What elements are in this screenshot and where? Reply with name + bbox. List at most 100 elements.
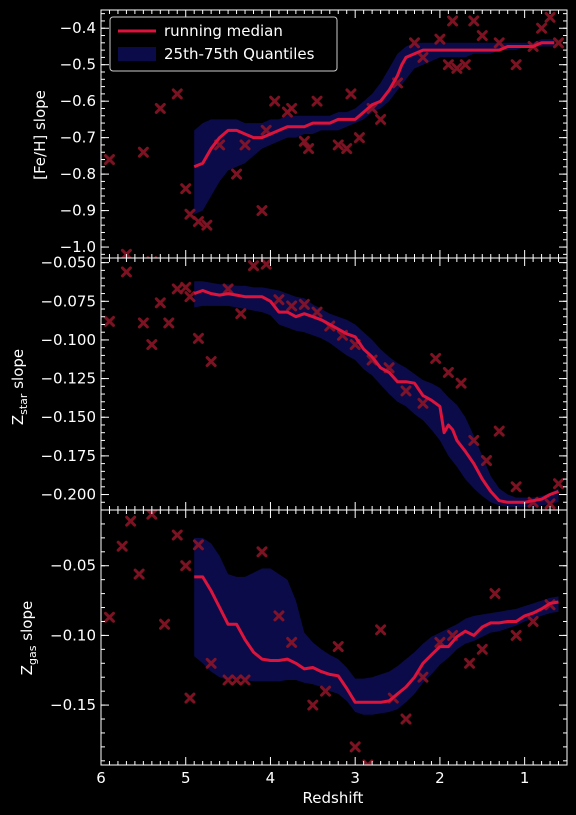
- legend: running median 25th-75th Quantiles: [109, 16, 338, 72]
- scatter-point-zgas: [349, 741, 361, 753]
- x-tick-label: 1: [520, 769, 530, 787]
- scatter-point-fe-h: [510, 59, 522, 71]
- scatter-point-zgas: [116, 540, 128, 552]
- scatter-point-fe-h: [459, 59, 471, 71]
- x-tick-label: 4: [266, 769, 276, 787]
- x-tick-label: 2: [435, 769, 445, 787]
- panel-zstar-slope: −0.200 −0.175 −0.150 −0.125 −0.100 −0.075 −0.0…: [40, 254, 568, 511]
- scatter-point-zstar: [222, 283, 234, 295]
- axes-frame-zgas: [100, 509, 568, 766]
- scatter-point-zgas: [273, 610, 285, 622]
- y-tick-label-fe-h: −0.9: [60, 202, 96, 220]
- scatter-point-fe-h: [137, 146, 149, 158]
- scatter-point-fe-h: [544, 11, 556, 23]
- y-axis-label-fe-h: [Fe/H] slope: [31, 90, 49, 180]
- y-axis-label-zgas-sub: gas: [26, 645, 39, 665]
- scatter-point-zstar: [544, 498, 556, 510]
- scatter-point-zgas: [400, 713, 412, 725]
- scatter-point-zstar: [298, 298, 310, 310]
- scatter-point-zstar: [417, 397, 429, 409]
- running-median-line-zgas: [194, 575, 559, 704]
- scatter-point-zgas: [184, 692, 196, 704]
- scatter-point-fe-h: [345, 88, 357, 100]
- scatter-point-fe-h: [332, 139, 344, 151]
- x-tick-label: 3: [350, 769, 360, 787]
- x-axis-label: Redshift: [303, 789, 364, 807]
- scatter-point-zstar: [311, 306, 323, 318]
- scatter-point-zgas: [307, 699, 319, 711]
- scatter-point-zstar: [468, 434, 480, 446]
- legend-label-median: running median: [164, 22, 283, 40]
- scatter-point-zgas: [464, 657, 476, 669]
- scatter-point-fe-h: [434, 33, 446, 45]
- scatter-point-zstar: [510, 481, 522, 493]
- scatter-point-fe-h: [286, 102, 298, 114]
- scatter-point-fe-h: [192, 216, 204, 228]
- scatter-point-fe-h: [154, 102, 166, 114]
- scatter-point-fe-h: [493, 37, 505, 49]
- scatter-point-fe-h: [553, 37, 565, 49]
- scatter-point-zstar: [235, 308, 247, 320]
- panel-zgas-slope: −0.15 −0.10 −0.05 6 5 4 3 2 1: [50, 509, 568, 787]
- x-tick-label: 6: [96, 769, 106, 787]
- scatter-point-fe-h: [417, 51, 429, 63]
- scatter-point-fe-h: [536, 22, 548, 34]
- quantile-band-zgas: [194, 537, 559, 715]
- y-tick-label-fe-h: −1.0: [60, 238, 96, 256]
- scatter-point-zstar: [205, 356, 217, 368]
- scatter-point-zgas: [332, 641, 344, 653]
- scatter-point-zgas: [159, 618, 171, 630]
- scatter-point-zgas: [320, 685, 332, 697]
- scatter-point-zgas: [180, 560, 192, 572]
- y-axis-label-zstar: Zstar slope: [9, 349, 30, 425]
- scatter-point-fe-h: [442, 59, 454, 71]
- scatter-point-zgas: [417, 671, 429, 683]
- panel-fe-h-slope: −1.0 −0.9 −0.8 −0.7 −0.6 −0.5 −0.4: [60, 9, 568, 259]
- y-axis-label-zgas-rest: slope: [18, 601, 36, 646]
- scatter-point-zgas: [222, 674, 234, 686]
- scatter-point-zgas: [146, 510, 158, 520]
- scatter-point-zgas: [205, 657, 217, 669]
- scatter-point-fe-h: [353, 132, 365, 144]
- scatter-point-fe-h: [171, 88, 183, 100]
- scatter-point-zstar: [120, 266, 132, 278]
- y-tick-label-zstar: −0.050: [40, 254, 96, 272]
- y-axis-label-zstar-main: Z: [9, 415, 27, 425]
- scatter-point-zgas: [239, 674, 251, 686]
- running-median-line-fe-h: [193, 41, 555, 169]
- scatter-point-fe-h: [375, 113, 387, 125]
- scatter-point-zstar: [286, 300, 298, 312]
- scatter-point-fe-h: [201, 219, 213, 231]
- scatter-point-zstar: [184, 291, 196, 303]
- scatter-point-fe-h: [476, 30, 488, 42]
- scatter-point-zgas: [527, 615, 539, 627]
- scatter-point-fe-h: [269, 95, 281, 107]
- y-tick-label-zstar: −0.100: [40, 331, 96, 349]
- y-tick-label-zgas: −0.10: [50, 626, 96, 644]
- scatter-point-fe-h: [408, 37, 420, 49]
- y-tick-label-zgas: −0.15: [50, 696, 96, 714]
- scatter-point-fe-h: [231, 168, 243, 180]
- scatter-point-fe-h: [451, 62, 463, 74]
- scatter-point-zstar: [260, 258, 272, 270]
- scatter-point-zgas: [125, 515, 137, 527]
- scatter-point-zstar: [455, 377, 467, 389]
- y-axis-label-zstar-sub: star: [17, 393, 30, 415]
- scatter-point-fe-h: [239, 139, 251, 151]
- scatter-point-fe-h: [256, 205, 268, 217]
- scatter-point-zgas: [231, 674, 243, 686]
- scatter-point-zgas: [489, 588, 501, 600]
- y-tick-label-zstar: −0.175: [40, 447, 96, 465]
- scatter-point-zgas: [476, 643, 488, 655]
- scatter-point-zstar: [146, 339, 158, 351]
- y-axis-label-zgas: Zgas slope: [18, 601, 39, 675]
- scatter-point-zstar: [481, 455, 493, 467]
- y-tick-label-fe-h: −0.5: [60, 56, 96, 74]
- y-tick-label-zstar: −0.200: [40, 486, 96, 504]
- y-tick-label-zstar: −0.150: [40, 408, 96, 426]
- scatter-point-fe-h: [341, 143, 353, 155]
- quantile-band-fe-h: [194, 39, 555, 215]
- scatter-point-zstar: [248, 260, 260, 272]
- y-tick-label-fe-h: −0.4: [60, 19, 96, 37]
